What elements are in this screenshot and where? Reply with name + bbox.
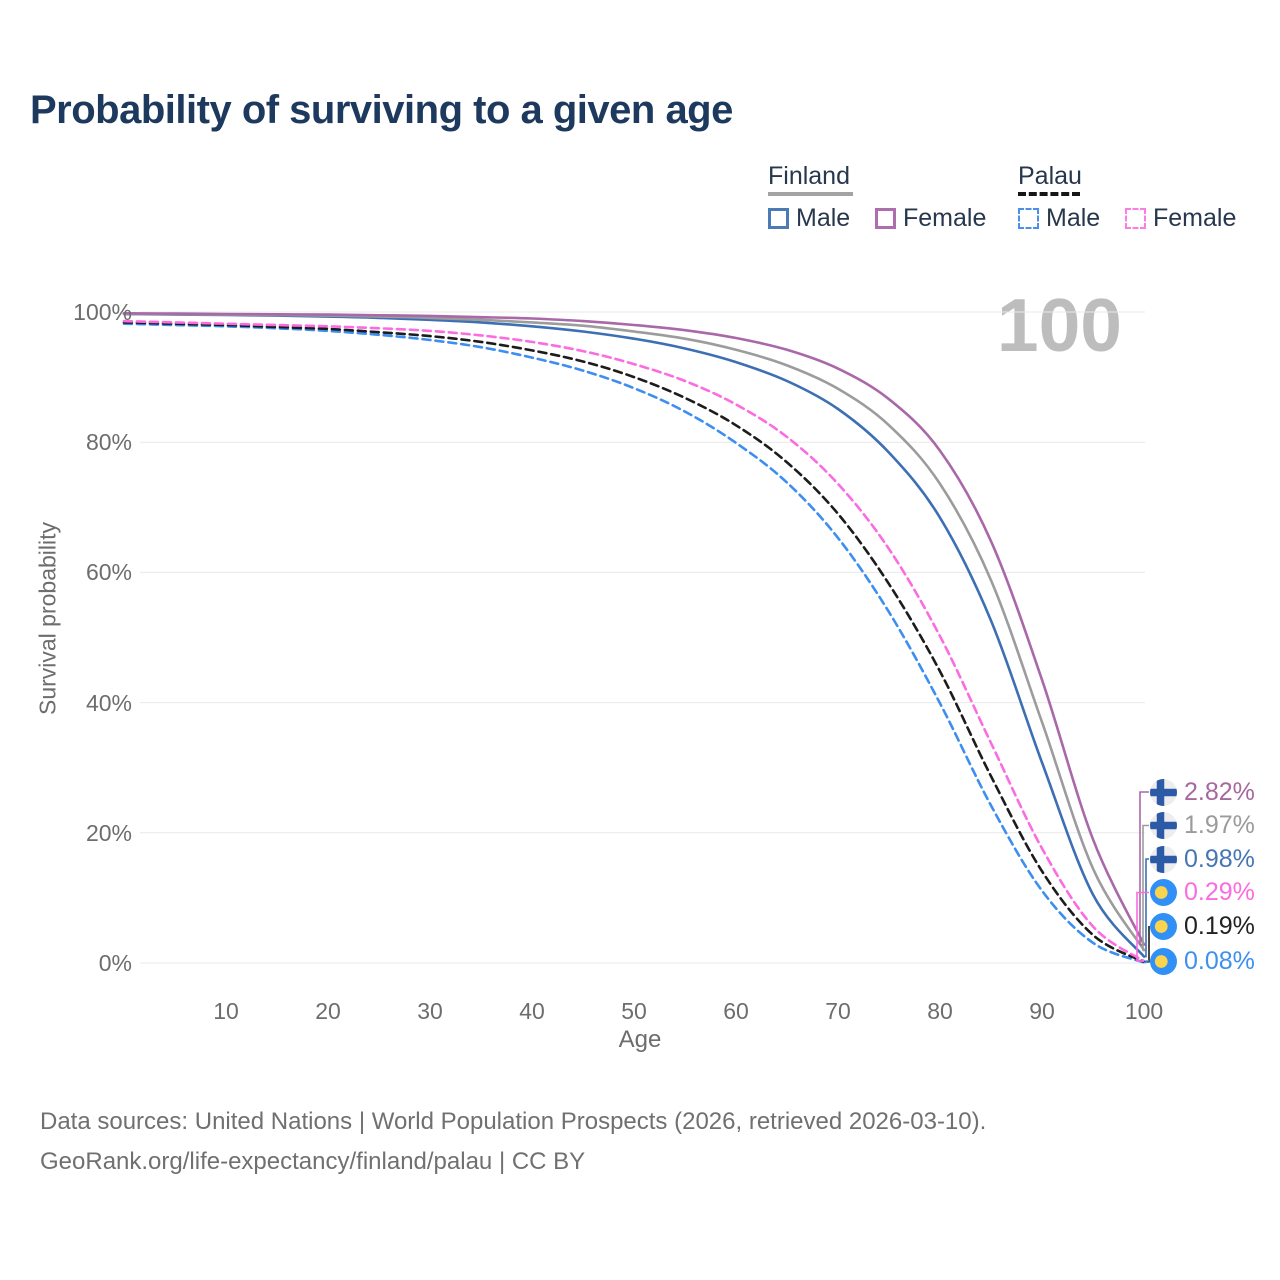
x-tick-label: 30 — [417, 998, 443, 1024]
leader-line — [1142, 824, 1149, 951]
y-tick-label: 20% — [85, 819, 132, 846]
x-tick-label: 100 — [1124, 998, 1164, 1024]
end-label-value: 0.08% — [1184, 946, 1255, 975]
finland-flag-icon — [1150, 845, 1177, 873]
legend-item-palau-male[interactable]: Male — [1018, 204, 1100, 233]
y-tick-label: 100% — [73, 299, 132, 325]
palau-flag-icon — [1150, 912, 1177, 940]
curve-finland-total[interactable] — [122, 312, 1146, 952]
curve-palau-total[interactable] — [122, 321, 1146, 964]
end-label-row: 0.08% — [1150, 947, 1255, 975]
y-axis-title: Survival probability — [34, 521, 61, 716]
legend-group-palau-label: Palau — [1018, 162, 1082, 190]
curve-palau-male[interactable] — [122, 322, 1146, 964]
curve-finland-female[interactable] — [122, 312, 1146, 946]
leader-line — [1136, 891, 1149, 962]
finland-male-swatch-icon — [768, 208, 789, 229]
legend-finland-underline — [768, 192, 853, 196]
page-title: Probability of surviving to a given age — [30, 88, 733, 132]
leader-line — [1144, 858, 1149, 958]
y-tick-label: 40% — [85, 689, 132, 716]
finland-flag-icon — [1150, 812, 1177, 839]
curve-finland-male[interactable] — [122, 312, 1146, 958]
y-tick-label: 0% — [98, 950, 132, 976]
end-label-value: 1.97% — [1184, 811, 1255, 839]
x-tick-label: 10 — [213, 998, 239, 1024]
x-tick-label: 20 — [315, 998, 341, 1024]
legend-palau-underline — [1018, 192, 1080, 196]
end-label-value: 2.82% — [1184, 777, 1255, 806]
legend-item-label: Male — [1046, 204, 1101, 232]
x-tick-label: 80 — [927, 998, 953, 1024]
end-label-value: 0.98% — [1184, 844, 1255, 873]
legend-item-label: Female — [903, 204, 987, 232]
end-label-value: 0.29% — [1184, 878, 1255, 906]
leader-line — [1144, 960, 1149, 964]
end-label-row: 0.98% — [1150, 845, 1255, 873]
palau-flag-icon — [1150, 879, 1177, 906]
y-tick-label: 80% — [85, 429, 132, 456]
legend-item-label: Female — [1153, 204, 1237, 232]
footer-attribution: GeoRank.org/life-expectancy/finland/pala… — [40, 1148, 586, 1175]
leader-line — [1139, 791, 1149, 946]
palau-male-swatch-icon — [1018, 208, 1039, 229]
end-label-row: 1.97% — [1150, 811, 1255, 840]
age-watermark: 100 — [996, 283, 1122, 367]
end-label-row: 0.19% — [1150, 912, 1255, 940]
footer-data-sources: Data sources: United Nations | World Pop… — [40, 1108, 987, 1135]
x-tick-label: 40 — [519, 998, 545, 1024]
palau-flag-icon — [1150, 947, 1177, 975]
x-tick-label: 60 — [723, 998, 749, 1024]
end-label-row: 0.29% — [1150, 878, 1255, 907]
legend-group-finland-label: Finland — [768, 162, 850, 190]
palau-female-swatch-icon — [1125, 208, 1146, 229]
legend-item-finland-male[interactable]: Male — [768, 204, 850, 233]
x-tick-label: 90 — [1029, 998, 1055, 1024]
finland-flag-icon — [1150, 778, 1177, 806]
legend-item-palau-female[interactable]: Female — [1125, 204, 1236, 233]
end-label-value: 0.19% — [1184, 911, 1255, 940]
legend-item-finland-female[interactable]: Female — [875, 204, 986, 233]
x-axis-title: Age — [618, 1026, 662, 1053]
y-tick-label: 60% — [85, 559, 132, 586]
end-label-row: 2.82% — [1150, 778, 1255, 806]
curve-palau-female[interactable] — [122, 319, 1146, 963]
x-tick-label: 50 — [621, 998, 647, 1024]
legend-item-label: Male — [796, 204, 851, 232]
x-tick-label: 70 — [825, 998, 851, 1024]
finland-female-swatch-icon — [875, 208, 896, 229]
